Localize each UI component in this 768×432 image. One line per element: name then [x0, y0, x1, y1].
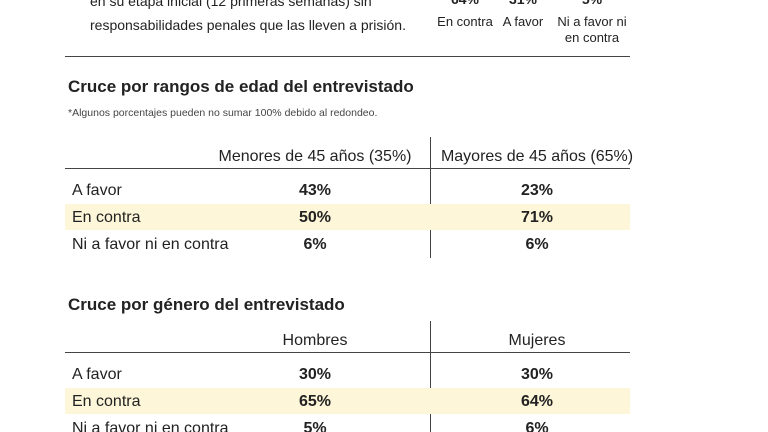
cell-value: 43% [298, 182, 332, 199]
result-value: 5% [582, 0, 602, 6]
cell-value: 64% [520, 393, 554, 410]
row-label: Ni a favor ni en contra [72, 236, 229, 253]
section-title: Cruce por género del entrevistado [68, 295, 345, 314]
row-label: A favor [72, 366, 122, 383]
intro-line: responsabilidades penales que las lleven… [90, 17, 406, 33]
header-rule [65, 168, 630, 169]
column-header: Hombres [282, 332, 348, 349]
column-divider [430, 321, 431, 432]
column-header: Mayores de 45 años (65%) [440, 148, 634, 165]
separator [65, 56, 630, 57]
result-label: Ni a favor ni en contra [557, 14, 627, 45]
result-value: 31% [509, 0, 537, 6]
row-highlight [65, 204, 630, 230]
result-label: En contra [437, 14, 493, 29]
result-label: A favor [502, 14, 544, 29]
cell-value: 6% [525, 420, 549, 432]
section-note: *Algunos porcentajes pueden no sumar 100… [68, 107, 378, 119]
cell-value: 6% [303, 236, 327, 253]
header-rule [65, 352, 630, 353]
cell-value: 50% [298, 209, 332, 226]
row-label: En contra [72, 393, 141, 410]
cell-value: 30% [520, 366, 554, 383]
column-header: Mujeres [508, 332, 566, 349]
cell-value: 23% [520, 182, 554, 199]
cell-value: 65% [298, 393, 332, 410]
row-highlight [65, 388, 630, 414]
cell-value: 5% [303, 420, 327, 432]
row-label: Ni a favor ni en contra [72, 420, 229, 432]
column-divider [430, 137, 431, 258]
cell-value: 6% [525, 236, 549, 253]
cell-value: 71% [520, 209, 554, 226]
result-value: 64% [451, 0, 479, 6]
intro-line: en su etapa inicial (12 primeras semanas… [90, 0, 372, 9]
row-label: A favor [72, 182, 122, 199]
section-title: Cruce por rangos de edad del entrevistad… [68, 77, 414, 96]
row-label: En contra [72, 209, 141, 226]
cell-value: 30% [298, 366, 332, 383]
column-header: Menores de 45 años (35%) [218, 148, 412, 165]
